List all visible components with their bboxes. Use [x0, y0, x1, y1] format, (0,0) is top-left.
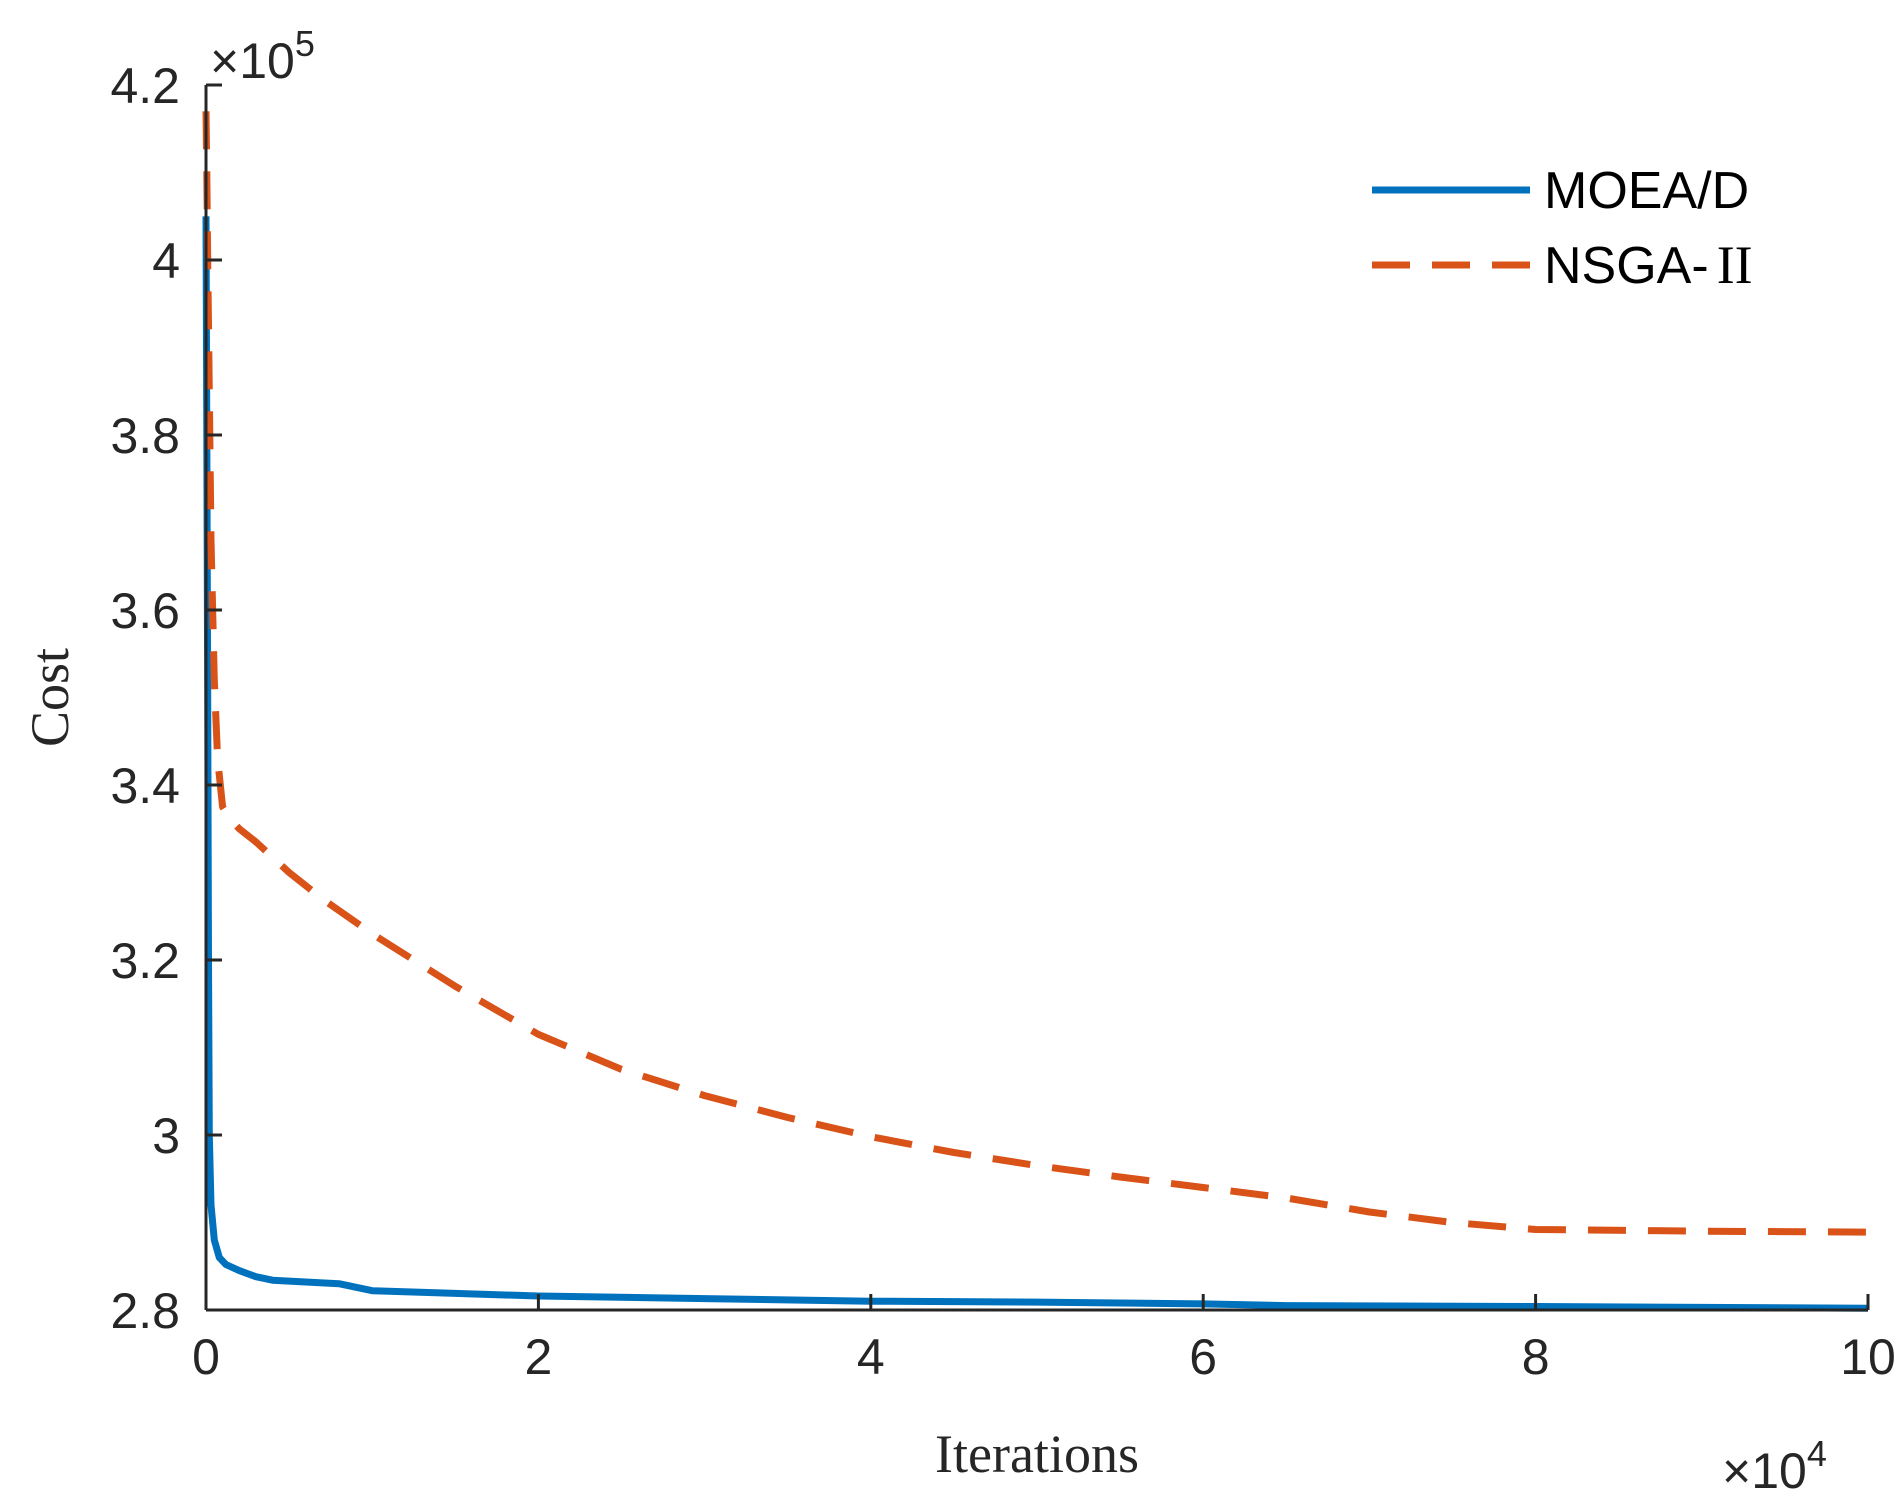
y-tick-label: 3.2 [110, 933, 180, 989]
y-exponent-prefix: × [210, 33, 239, 89]
y-tick-label: 2.8 [110, 1283, 180, 1339]
y-exponent-power: 5 [295, 23, 315, 64]
y-tick-label: 3.4 [110, 758, 180, 814]
legend-label-nsga2-prefix: NSGA- [1544, 237, 1709, 295]
x-tick-label: 8 [1522, 1329, 1550, 1385]
y-axis-exponent: ×105 [210, 23, 315, 89]
y-tick-label: 3.8 [110, 408, 180, 464]
x-tick-label: 0 [192, 1329, 220, 1385]
y-tick-label: 4 [152, 233, 180, 289]
series-line-0 [202, 216, 1869, 1312]
x-tick-label: 4 [857, 1329, 885, 1385]
legend-label-moead-text: MOEA/D [1544, 162, 1749, 220]
series-line-1 [202, 111, 1869, 1236]
y-tick-label: 4.2 [110, 58, 180, 114]
legend-label-nsga2: NSGA- II [1544, 235, 1753, 295]
y-exponent-base: 10 [239, 33, 295, 89]
axes-layer [204, 85, 1868, 1312]
x-axis-exponent: ×104 [1722, 1433, 1827, 1499]
y-axis-title: Cost [20, 648, 80, 747]
legend-label-moead: MOEA/D [1544, 162, 1749, 220]
x-exponent-base: 10 [1751, 1443, 1807, 1499]
y-tick-label: 3 [152, 1108, 180, 1164]
x-exponent-prefix: × [1722, 1443, 1751, 1499]
x-tick-label: 6 [1189, 1329, 1217, 1385]
y-tick-label: 3.6 [110, 583, 180, 639]
legend-label-nsga2-roman: II [1717, 235, 1753, 295]
legend: MOEA/D NSGA- II [1372, 162, 1753, 295]
series-layer [202, 111, 1869, 1312]
x-tick-label: 2 [524, 1329, 552, 1385]
ticks-layer: 0 2 4 6 8 10 2.8 3 3.2 3.4 3.6 3.8 4 4.2 [110, 58, 1895, 1385]
x-axis-title: Iterations [935, 1424, 1139, 1484]
x-tick-label: 10 [1840, 1329, 1896, 1385]
x-exponent-power: 4 [1807, 1433, 1827, 1474]
